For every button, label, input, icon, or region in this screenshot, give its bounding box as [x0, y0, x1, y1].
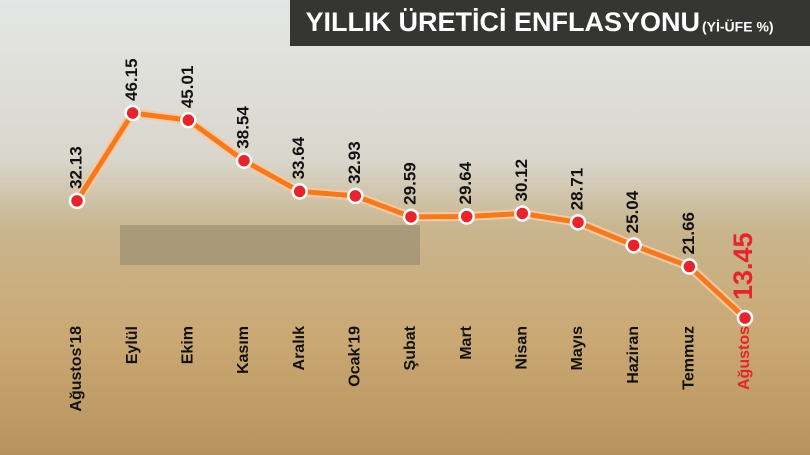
point	[682, 260, 696, 274]
category-label: Temmuz	[681, 326, 698, 390]
chart-title: YILLIK ÜRETİCİ ENFLASYONU	[305, 7, 700, 37]
point	[627, 238, 641, 252]
point	[70, 194, 84, 208]
category-label: Kasım	[235, 326, 252, 374]
point	[181, 113, 195, 127]
category-label: Nisan	[514, 326, 531, 370]
harvester-shape	[120, 225, 420, 265]
category-label: Ocak'19	[347, 326, 364, 387]
value-label: 38.54	[233, 106, 252, 149]
point	[571, 215, 585, 229]
point	[404, 210, 418, 224]
point	[515, 206, 529, 220]
point	[126, 106, 140, 120]
point	[460, 210, 474, 224]
value-label: 28.71	[567, 168, 586, 211]
chart: YILLIK ÜRETİCİ ENFLASYONU (Yİ-ÜFE %) 32.…	[0, 0, 810, 455]
point	[293, 184, 307, 198]
point	[237, 154, 251, 168]
value-label: 45.01	[178, 66, 197, 109]
point	[348, 189, 362, 203]
value-label: 32.13	[66, 146, 85, 189]
value-label: 13.45	[728, 232, 758, 300]
value-label: 30.12	[512, 159, 531, 202]
value-label: 25.04	[623, 190, 642, 233]
category-label: Mayıs	[569, 326, 586, 371]
value-label: 29.64	[456, 161, 475, 204]
value-label: 32.93	[345, 141, 364, 184]
category-label: Ağustos'18	[68, 326, 85, 412]
category-label: Eylül	[124, 326, 141, 364]
point	[738, 311, 752, 325]
value-label: 33.64	[289, 136, 308, 179]
category-label: Haziran	[625, 326, 642, 384]
value-label: 46.15	[122, 58, 141, 101]
value-label: 21.66	[679, 212, 698, 255]
category-label: Mart	[458, 325, 475, 359]
category-label: Şubat	[402, 325, 419, 370]
category-label: Ekim	[180, 326, 197, 364]
category-label: Ağustos	[736, 326, 753, 390]
chart-subtitle: (Yİ-ÜFE %)	[702, 19, 774, 35]
value-label: 29.59	[400, 162, 419, 205]
category-label: Aralık	[291, 326, 308, 371]
